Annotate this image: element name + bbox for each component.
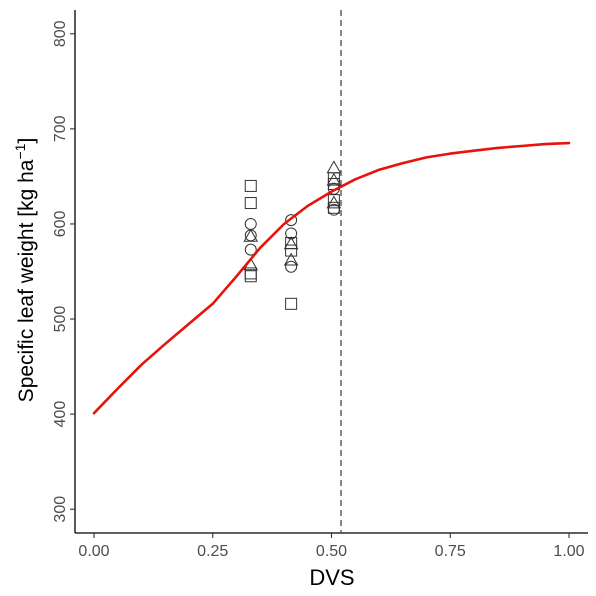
square-point xyxy=(244,270,257,283)
circle-point xyxy=(244,229,257,242)
x-axis-label: DVS xyxy=(309,565,354,590)
triangle-point xyxy=(326,195,342,209)
square-point xyxy=(244,197,257,210)
tick-labels: 0.00 0.25 0.50 0.75 1.00 300 400 500 600 700 800 xyxy=(52,20,585,560)
x-tick-label: 1.00 xyxy=(553,543,584,560)
triangle-point xyxy=(283,236,299,250)
axes xyxy=(70,10,588,538)
x-tick-label: 0.25 xyxy=(197,543,228,560)
square-point xyxy=(285,244,298,257)
y-axis-label: Specific leaf weight [kg ha−1] xyxy=(12,138,38,403)
circle-point xyxy=(244,217,257,230)
y-tick-label: 300 xyxy=(52,496,69,523)
y-axis-label-end: ] xyxy=(15,138,38,144)
y-tick-label: 600 xyxy=(52,211,69,238)
circle-point xyxy=(327,203,340,216)
y-tick-label: 400 xyxy=(52,401,69,428)
triangle-point xyxy=(326,160,342,174)
square-point xyxy=(285,297,298,310)
y-tick-label: 500 xyxy=(52,306,69,333)
circle-point xyxy=(285,214,298,227)
triangle-point xyxy=(326,172,342,186)
circle-point xyxy=(244,243,257,256)
circle-point xyxy=(285,260,298,273)
y-tick-label: 800 xyxy=(52,20,69,47)
y-tick-label: 700 xyxy=(52,115,69,142)
y-axis-label-superscript: −1 xyxy=(12,143,28,159)
fitted-curve-group xyxy=(92,141,571,415)
square-point xyxy=(244,179,257,192)
circle-point xyxy=(285,227,298,240)
triangle-point xyxy=(283,252,299,266)
x-tick-label: 0.75 xyxy=(435,543,466,560)
fitted-curve xyxy=(92,141,571,415)
y-axis-label-main: Specific leaf weight [kg ha xyxy=(15,159,38,402)
data-points xyxy=(243,160,342,310)
x-tick-label: 0.50 xyxy=(316,543,347,560)
x-tick-label: 0.00 xyxy=(78,543,109,560)
triangle-point xyxy=(243,228,259,242)
